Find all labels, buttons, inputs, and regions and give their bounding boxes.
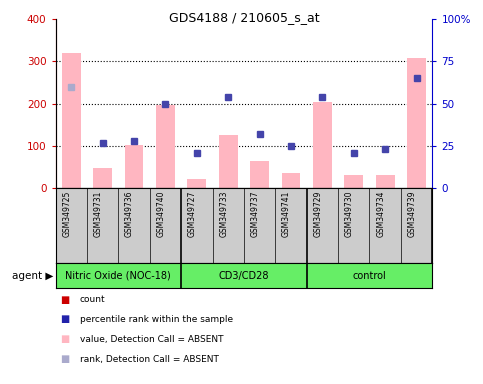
- Text: agent ▶: agent ▶: [12, 270, 53, 281]
- Text: GDS4188 / 210605_s_at: GDS4188 / 210605_s_at: [169, 12, 319, 25]
- Text: GSM349739: GSM349739: [408, 190, 416, 237]
- Bar: [376, 175, 395, 188]
- Text: value, Detection Call = ABSENT: value, Detection Call = ABSENT: [80, 335, 223, 344]
- Bar: [282, 174, 300, 188]
- Bar: [313, 102, 332, 188]
- Text: GSM349725: GSM349725: [62, 190, 71, 237]
- Text: GSM349733: GSM349733: [219, 190, 228, 237]
- Text: GSM349741: GSM349741: [282, 190, 291, 237]
- Bar: [187, 179, 206, 188]
- Text: GSM349731: GSM349731: [94, 190, 103, 237]
- Text: ■: ■: [60, 334, 70, 344]
- Text: Nitric Oxide (NOC-18): Nitric Oxide (NOC-18): [66, 270, 171, 281]
- Text: GSM349736: GSM349736: [125, 190, 134, 237]
- Bar: [62, 53, 81, 188]
- Text: ■: ■: [60, 354, 70, 364]
- Text: rank, Detection Call = ABSENT: rank, Detection Call = ABSENT: [80, 355, 219, 364]
- Text: GSM349737: GSM349737: [251, 190, 260, 237]
- Bar: [156, 104, 175, 188]
- Bar: [93, 168, 112, 188]
- Text: GSM349727: GSM349727: [188, 190, 197, 237]
- Bar: [219, 134, 238, 188]
- Text: ■: ■: [60, 314, 70, 324]
- Text: ■: ■: [60, 295, 70, 305]
- Text: GSM349729: GSM349729: [313, 190, 323, 237]
- Bar: [125, 145, 143, 188]
- Text: GSM349730: GSM349730: [345, 190, 354, 237]
- Text: GSM349740: GSM349740: [156, 190, 165, 237]
- Bar: [250, 161, 269, 188]
- Text: GSM349734: GSM349734: [376, 190, 385, 237]
- Bar: [407, 58, 426, 188]
- Text: percentile rank within the sample: percentile rank within the sample: [80, 315, 233, 324]
- Text: count: count: [80, 295, 105, 304]
- Text: control: control: [353, 270, 386, 281]
- Bar: [344, 175, 363, 188]
- Text: CD3/CD28: CD3/CD28: [219, 270, 269, 281]
